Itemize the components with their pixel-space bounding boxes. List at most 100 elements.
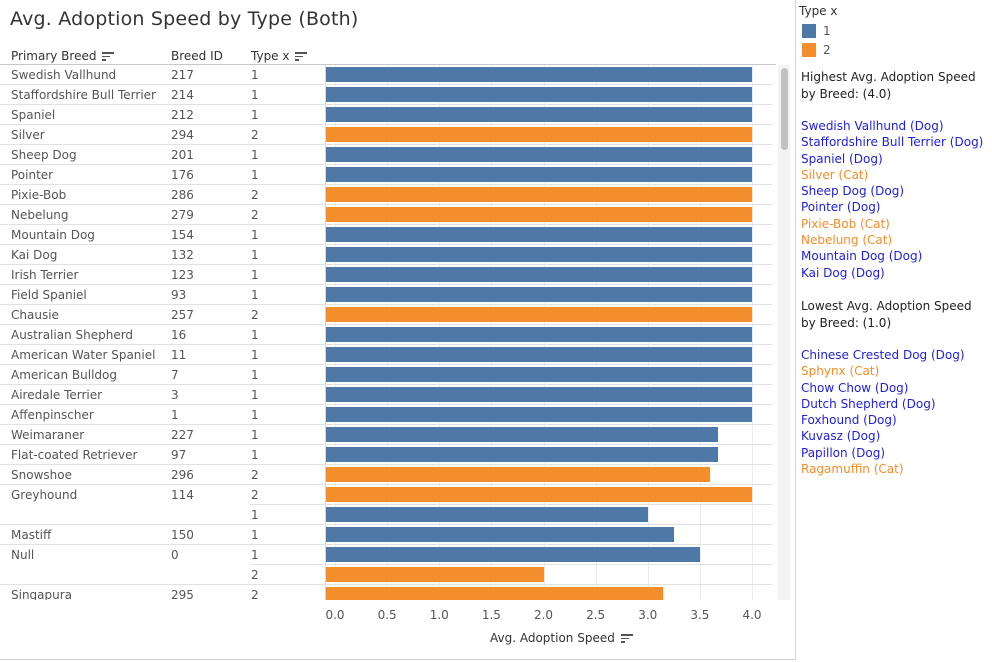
bar-type-1[interactable] [326,287,752,302]
breed-link[interactable]: Nebelung (Cat) [801,233,893,248]
row-divider [250,564,772,565]
breed-link[interactable]: Kai Dog (Dog) [801,265,885,280]
bar-type-2[interactable] [326,187,752,202]
bar-type-2[interactable] [326,487,752,502]
row-divider [0,204,772,205]
breed-link[interactable]: Ragamuffin (Cat) [801,462,904,477]
primary-breed-header[interactable]: Primary Breed [11,49,115,63]
breed-link[interactable]: Kuvasz (Dog) [801,429,881,444]
breed-link[interactable]: Sheep Dog (Dog) [801,184,904,199]
legend-item-1[interactable]: 1 [802,24,831,38]
type-cell: 2 [251,568,259,582]
bar-type-2[interactable] [326,307,752,322]
row-divider [0,404,772,405]
bar-type-1[interactable] [326,147,752,162]
bar-type-1[interactable] [326,527,674,542]
legend-swatch [802,43,816,57]
scrollbar-thumb[interactable] [781,68,788,150]
breed-cell: Spaniel [11,108,56,122]
type-cell: 1 [251,368,259,382]
breed-link[interactable]: Dutch Shepherd (Dog) [801,396,936,411]
breed-link[interactable]: Pointer (Dog) [801,200,881,215]
chart-panel: Avg. Adoption Speed by Type (Both) Prima… [0,0,796,660]
lowest-title: Lowest Avg. Adoption Speed by Breed: (1.… [801,299,972,330]
breed-link[interactable]: Staffordshire Bull Terrier (Dog) [801,135,984,150]
breed-id-cell: 3 [171,388,179,402]
type-cell: 1 [251,328,259,342]
breed-id-cell: 11 [171,348,187,362]
chart-title: Avg. Adoption Speed by Type (Both) [10,8,359,30]
bar-type-2[interactable] [326,587,664,600]
legend-title: Type x [799,4,838,18]
type-cell: 1 [251,268,259,282]
legend-item-2[interactable]: 2 [802,43,831,57]
breed-link[interactable]: Foxhound (Dog) [801,413,897,428]
bar-type-1[interactable] [326,327,752,342]
breed-id-cell: 296 [171,468,194,482]
breed-cell: American Bulldog [11,368,118,382]
breed-link[interactable]: Silver (Cat) [801,167,869,182]
gridline [752,65,753,600]
sort-icon[interactable] [295,51,308,61]
breed-link[interactable]: Papillon (Dog) [801,445,885,460]
type-cell: 1 [251,388,259,402]
bar-type-1[interactable] [326,547,700,562]
breed-id-cell: 212 [171,108,194,122]
bar-type-1[interactable] [326,367,752,382]
scrollbar-track[interactable] [778,65,790,600]
type-cell: 2 [251,308,259,322]
bar-type-2[interactable] [326,567,544,582]
breed-cell: Australian Shepherd [11,328,134,342]
bar-type-1[interactable] [326,427,718,442]
breed-id-cell: 132 [171,248,194,262]
bar-type-1[interactable] [326,347,752,362]
breed-cell: American Water Spaniel [11,348,156,362]
breed-link[interactable]: Chinese Crested Dog (Dog) [801,348,965,362]
type-cell: 1 [251,548,259,562]
primary-breed-header-label: Primary Breed [11,49,97,63]
bar-type-1[interactable] [326,447,718,462]
bar-type-2[interactable] [326,467,711,482]
breed-cell: Flat-coated Retriever [11,448,138,462]
breed-id-cell: 176 [171,168,194,182]
highest-breed-list: Swedish Vallhund (Dog) Staffordshire Bull… [801,118,983,281]
row-divider [0,444,772,445]
bar-type-1[interactable] [326,247,752,262]
breed-link[interactable]: Mountain Dog (Dog) [801,249,923,264]
sort-icon[interactable] [620,633,633,643]
breed-link[interactable]: Sphynx (Cat) [801,364,880,379]
bar-type-2[interactable] [326,207,752,222]
bar-type-1[interactable] [326,407,752,422]
breed-id-cell: 0 [171,548,179,562]
bar-type-1[interactable] [326,167,752,182]
breed-link[interactable]: Swedish Vallhund (Dog) [801,119,944,133]
breed-cell: Nebelung [11,208,69,222]
breed-id-cell: 93 [171,288,187,302]
bar-type-1[interactable] [326,507,648,522]
bar-type-1[interactable] [326,227,752,242]
type-cell: 1 [251,108,259,122]
breed-link[interactable]: Spaniel (Dog) [801,151,883,166]
breed-id-cell: 201 [171,148,194,162]
bar-type-1[interactable] [326,387,752,402]
x-tick-label: 2.0 [533,608,554,622]
bar-type-1[interactable] [326,67,752,82]
type-header[interactable]: Type x [251,49,308,63]
breed-link[interactable]: Pixie-Bob (Cat) [801,216,890,231]
pane-border [325,65,326,600]
breed-id-header[interactable]: Breed ID [171,49,223,63]
legend-swatch [802,24,816,38]
breed-link[interactable]: Chow Chow (Dog) [801,380,909,395]
type-cell: 2 [251,128,259,142]
sort-icon[interactable] [102,51,115,61]
x-axis-title[interactable]: Avg. Adoption Speed [490,631,633,645]
bar-type-1[interactable] [326,267,752,282]
breed-id-cell: 1 [171,408,179,422]
bar-type-1[interactable] [326,107,752,122]
breed-cell: Mountain Dog [11,228,95,242]
bar-type-2[interactable] [326,127,752,142]
breed-cell: Mastiff [11,528,52,542]
bar-type-1[interactable] [326,87,752,102]
row-divider [0,344,772,345]
breed-cell: Pixie-Bob [11,188,67,202]
